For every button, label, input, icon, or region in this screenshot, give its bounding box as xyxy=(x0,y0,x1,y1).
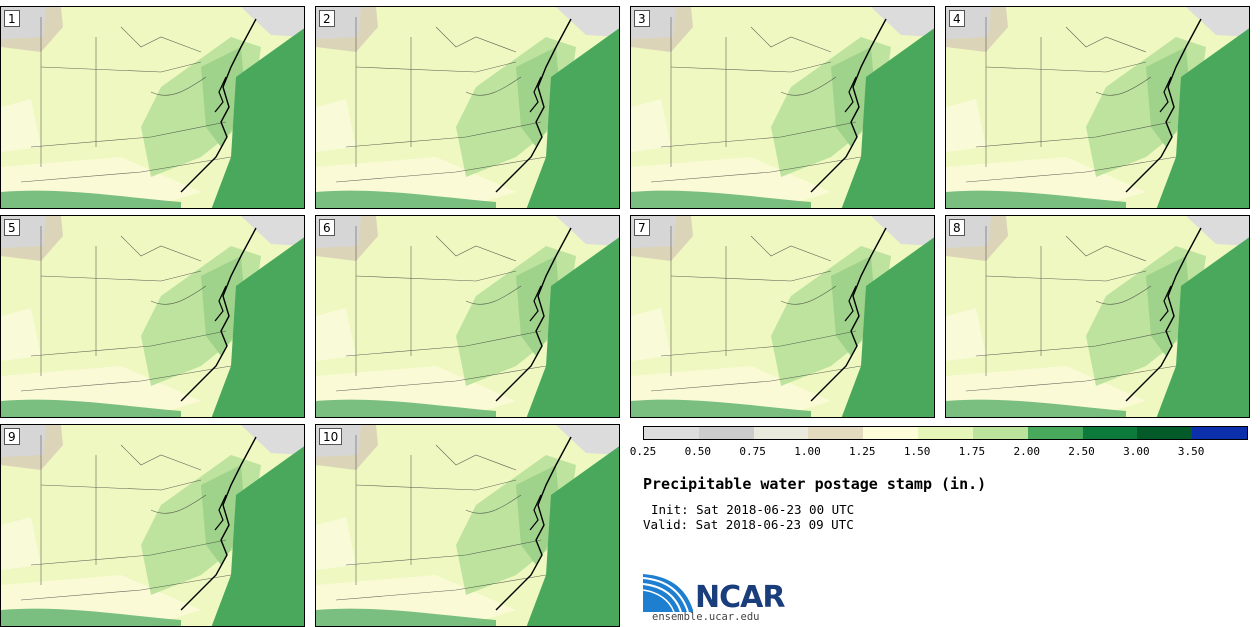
map-panel-3: 3 xyxy=(630,6,935,209)
legend-swatch xyxy=(808,427,864,439)
panel-number: 6 xyxy=(319,219,335,236)
panel-number: 9 xyxy=(4,428,20,445)
ncar-url: ensemble.ucar.edu xyxy=(652,611,760,623)
panel-number: 10 xyxy=(319,428,343,445)
precipitable-water-map xyxy=(631,216,934,417)
panel-number: 4 xyxy=(949,10,965,27)
init-time: Init: Sat 2018-06-23 00 UTC xyxy=(651,502,855,517)
color-legend-bar xyxy=(643,426,1248,440)
chart-title: Precipitable water postage stamp (in.) xyxy=(643,475,987,493)
panel-number: 2 xyxy=(319,10,335,27)
precipitable-water-map xyxy=(631,7,934,208)
legend-tick-label: 3.00 xyxy=(1123,445,1150,458)
panel-number: 8 xyxy=(949,219,965,236)
legend-swatch xyxy=(1137,427,1193,439)
legend-swatch xyxy=(1027,427,1084,439)
legend-tick-label: 3.50 xyxy=(1177,445,1205,458)
valid-time: Valid: Sat 2018-06-23 09 UTC xyxy=(643,517,854,532)
map-panel-2: 2 xyxy=(315,6,620,209)
precipitable-water-map xyxy=(1,216,304,417)
legend-tick-label: 0.75 xyxy=(739,445,766,458)
map-panel-7: 7 xyxy=(630,215,935,418)
precipitable-water-map xyxy=(1,425,304,626)
precipitable-water-map xyxy=(316,216,619,417)
legend-swatch xyxy=(972,427,1029,439)
map-panel-10: 10 xyxy=(315,424,620,627)
map-panel-8: 8 xyxy=(945,215,1250,418)
panel-number: 1 xyxy=(4,10,20,27)
panel-number: 5 xyxy=(4,219,20,236)
legend-swatch xyxy=(1192,427,1248,439)
ncar-logo-text: NCAR xyxy=(695,580,785,615)
precipitable-water-map xyxy=(1,7,304,208)
legend-tick-label: 0.25 xyxy=(629,445,657,458)
precipitable-water-map xyxy=(946,7,1249,208)
legend-tick-label: 1.25 xyxy=(849,445,876,458)
legend-tick-label: 1.50 xyxy=(903,445,931,458)
map-panel-4: 4 xyxy=(945,6,1250,209)
ncar-logo-icon xyxy=(643,574,693,613)
panel-number: 7 xyxy=(634,219,650,236)
legend-tick-label: 2.50 xyxy=(1068,445,1095,458)
panel-number: 3 xyxy=(634,10,650,27)
legend-tick-label: 1.00 xyxy=(794,445,821,458)
legend-tick-label: 1.75 xyxy=(958,445,986,458)
legend-swatch xyxy=(918,427,974,439)
legend-swatch xyxy=(753,427,809,439)
map-panel-6: 6 xyxy=(315,215,620,418)
legend-tick-label: 0.50 xyxy=(684,445,712,458)
legend-swatch xyxy=(644,427,700,439)
precipitable-water-map xyxy=(316,7,619,208)
map-panel-5: 5 xyxy=(0,215,305,418)
legend-swatch xyxy=(698,427,755,439)
precipitable-water-map xyxy=(946,216,1249,417)
legend-swatch xyxy=(863,427,919,439)
precipitable-water-map xyxy=(316,425,619,626)
legend-tick-label: 2.00 xyxy=(1013,445,1040,458)
legend-swatch xyxy=(1082,427,1138,439)
map-panel-9: 9 xyxy=(0,424,305,627)
map-panel-1: 1 xyxy=(0,6,305,209)
